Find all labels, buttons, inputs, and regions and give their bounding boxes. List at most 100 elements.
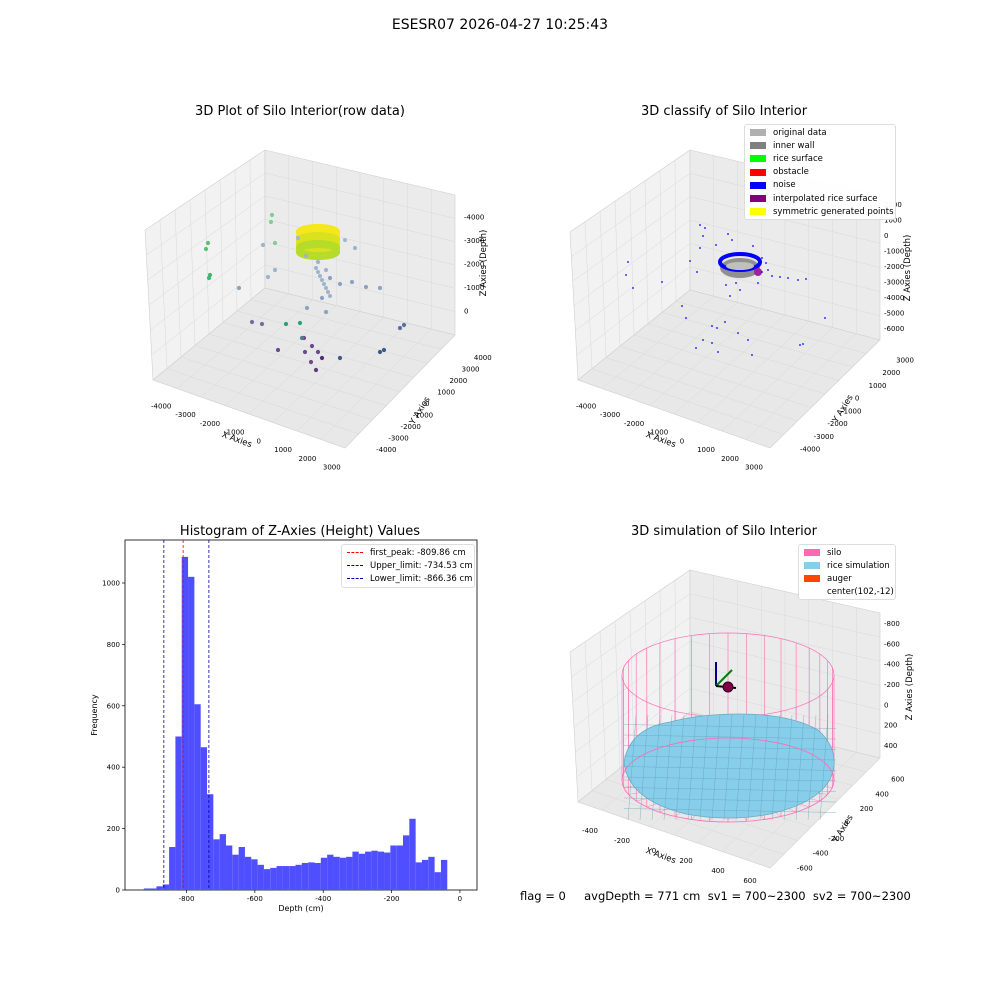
x-tick-label: 1000 xyxy=(274,446,292,454)
interpolated-surface xyxy=(754,268,762,276)
noise-point xyxy=(725,284,727,286)
rice-mesh-line xyxy=(627,714,637,821)
noise-point xyxy=(805,278,807,280)
y-tick-label: -2000 xyxy=(827,420,847,428)
histogram-bar xyxy=(276,866,283,890)
panel4-z-axis-label: Z Axies (Depth) xyxy=(905,654,915,721)
y-tick-label: 1000 xyxy=(869,382,887,390)
histogram-bar xyxy=(270,867,277,890)
histogram-bar xyxy=(213,839,220,890)
noise-point xyxy=(716,327,718,329)
noise-point xyxy=(747,339,749,341)
histogram-bar xyxy=(251,859,258,890)
silo-bottom-ring xyxy=(621,737,835,823)
data-point xyxy=(313,367,319,373)
panel4-legend: silo rice simulation auger center(102,-12) xyxy=(798,544,896,600)
noise-point xyxy=(661,281,663,283)
y-tick-label: -4000 xyxy=(376,446,396,454)
data-point xyxy=(308,359,314,365)
histogram-bar xyxy=(346,856,353,890)
rice-mesh-line xyxy=(735,714,745,821)
histogram-bar xyxy=(428,856,435,890)
noise-point xyxy=(802,343,804,345)
rice-mesh-line xyxy=(783,714,793,821)
data-point xyxy=(236,285,242,291)
rice-mesh-line xyxy=(759,714,769,821)
histogram-bar xyxy=(333,856,340,890)
histogram-bar xyxy=(403,835,410,890)
figure-title: ESESR07 2026-04-27 10:25:43 xyxy=(391,17,609,33)
panel4-3d-plot: -400-2000200400600-600-400-2000200400600… xyxy=(569,569,915,885)
data-point xyxy=(295,235,301,241)
legend-line xyxy=(347,552,363,554)
y-tick-label: 0 xyxy=(855,395,859,403)
z-tick-label: -600 xyxy=(884,640,900,648)
y-tick-label: -2000 xyxy=(401,423,421,431)
y-tick-label: 2000 xyxy=(449,377,467,385)
legend-item: symmetric generated points xyxy=(745,205,895,218)
data-point xyxy=(309,343,315,349)
data-point xyxy=(328,294,332,298)
x-tick-label: -4000 xyxy=(576,402,596,410)
histogram-bar xyxy=(301,862,309,890)
z-tick-label: -2000 xyxy=(884,263,904,271)
noise-point xyxy=(761,257,763,259)
legend-label: interpolated rice surface xyxy=(773,193,878,204)
noise-point xyxy=(767,269,769,271)
data-point xyxy=(299,335,305,341)
noise-point xyxy=(799,344,801,346)
pane-floor xyxy=(152,287,456,449)
x-tick-label: 600 xyxy=(743,877,756,885)
y-tick-label: 800 xyxy=(107,641,120,649)
legend-line xyxy=(347,565,363,567)
grid-line xyxy=(146,172,456,256)
legend-item: first_peak: -809.86 cm xyxy=(342,546,474,559)
noise-point xyxy=(779,276,781,278)
status-footer: flag = 0 avgDepth = 771 cm sv1 = 700~230… xyxy=(520,889,911,903)
grid-line xyxy=(150,241,456,331)
data-point xyxy=(377,349,383,355)
x-tick-label: 2000 xyxy=(721,455,739,463)
legend-label: auger xyxy=(827,573,852,584)
legend-item: Upper_limit: -734.53 cm xyxy=(342,559,474,572)
data-point xyxy=(315,349,321,355)
noise-point xyxy=(681,305,683,307)
z-tick-label: -3000 xyxy=(464,237,484,245)
data-point xyxy=(335,249,340,254)
legend-label: noise xyxy=(773,180,796,191)
rice-mesh-line xyxy=(623,787,837,792)
grid-line xyxy=(576,688,881,778)
rice-surface xyxy=(623,713,835,819)
data-point xyxy=(272,267,278,273)
legend-item: original data xyxy=(745,126,895,139)
rice-mesh-line xyxy=(723,714,733,821)
y-tick-label: -200 xyxy=(828,835,844,843)
histogram-bar xyxy=(384,852,391,890)
x-tick-label: -1000 xyxy=(648,429,668,437)
x-tick-label: 0 xyxy=(680,437,684,445)
histogram-bar xyxy=(181,556,189,890)
legend-swatch xyxy=(750,155,766,163)
legend-item: auger xyxy=(799,572,895,585)
z-tick-label: -5000 xyxy=(884,310,904,318)
legend-item: rice surface xyxy=(745,152,895,165)
noise-point xyxy=(717,351,719,353)
legend-label: silo xyxy=(827,547,842,558)
x-tick-label: 0 xyxy=(458,895,462,903)
histogram-bar xyxy=(232,854,239,890)
legend-label: symmetric generated points xyxy=(773,206,894,217)
y-tick-label: -400 xyxy=(813,850,829,858)
x-tick-label: 1000 xyxy=(697,446,715,454)
data-point xyxy=(327,275,333,281)
noise-point xyxy=(771,275,773,277)
grid-line xyxy=(575,664,881,753)
z-tick-label: -1000 xyxy=(464,284,484,292)
y-tick-label: 600 xyxy=(891,775,904,783)
data-point xyxy=(377,285,383,291)
rice-mesh-line xyxy=(651,714,661,821)
histogram-bar xyxy=(225,845,233,890)
grid-line xyxy=(575,243,881,331)
noise-point xyxy=(632,287,634,289)
rice-mesh-line xyxy=(623,745,837,750)
noise-point xyxy=(699,224,701,226)
